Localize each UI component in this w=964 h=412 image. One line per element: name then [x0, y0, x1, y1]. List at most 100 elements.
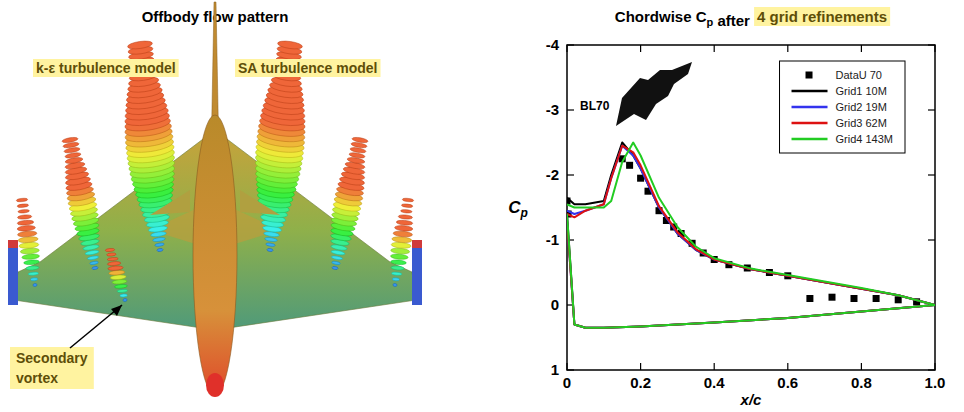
vortex-slice — [17, 225, 36, 232]
title-highlight: 4 grid refinements — [757, 8, 887, 25]
chart-title: Chordwise Cp after 4 grid refinements — [615, 7, 890, 29]
title-word: Chordwise — [615, 8, 692, 25]
vortex-slice — [277, 40, 303, 50]
y-tick-label: -1 — [546, 231, 559, 248]
x-tick — [714, 45, 715, 52]
y-tick-label: 1 — [551, 361, 559, 378]
data-point — [851, 295, 858, 302]
vortex-slice — [393, 283, 397, 286]
axes: 00.20.40.60.81.0-4-3-2-101 — [546, 36, 946, 391]
y-tick — [567, 109, 574, 110]
x-tick — [861, 363, 862, 370]
vortex-slice — [157, 248, 163, 252]
vortex-slice — [153, 237, 166, 242]
x-tick-label: 0 — [563, 374, 571, 391]
plot-frame — [567, 45, 935, 370]
highlight — [235, 59, 381, 77]
x-tick — [787, 363, 788, 370]
fuselage — [193, 115, 237, 395]
legend-box — [780, 61, 905, 153]
data-point — [829, 294, 836, 301]
x-tick — [640, 45, 641, 52]
legend-label: Grid4 143M — [836, 133, 893, 145]
vortex-plume — [105, 248, 127, 302]
title-word: C — [696, 8, 707, 25]
x-tick — [787, 45, 788, 52]
vortex-slice — [109, 270, 125, 276]
legend-label: Grid2 19M — [836, 101, 887, 113]
vortex-plume — [330, 136, 368, 270]
vortex-slice — [17, 204, 28, 208]
vortex-slice — [114, 284, 127, 289]
vortex-slice — [400, 209, 412, 213]
x-tick — [640, 363, 641, 370]
vortex-slice — [17, 220, 34, 226]
subscript: p — [519, 206, 527, 220]
vortex-slice — [391, 266, 404, 271]
legend-label: DataU 70 — [836, 69, 882, 81]
highlight-label: SA turbulence model — [235, 59, 381, 77]
vortex-slice — [87, 255, 99, 260]
x-tick-label: 1.0 — [925, 374, 946, 391]
vortex-slice — [331, 255, 343, 260]
vortex-slice — [30, 277, 37, 281]
vortex-slice — [107, 253, 117, 257]
vortex-slice — [18, 209, 30, 213]
vortex-plume — [390, 198, 413, 287]
legend-swatch — [792, 138, 828, 141]
vortex-slice — [391, 247, 410, 254]
canard — [150, 190, 190, 215]
series-line — [567, 146, 935, 328]
vortex-slice — [28, 272, 39, 276]
figure: Offbody flow patternk-ε turbulence model… — [0, 0, 964, 412]
legend: DataU 70Grid1 10MGrid2 19MGrid3 62MGrid4… — [780, 61, 905, 153]
label: SA turbulence model — [238, 60, 378, 76]
vortex-slice — [391, 259, 407, 265]
chart: Chordwise Cp after4 grid refinements00.2… — [508, 7, 945, 408]
vortex-slice — [391, 272, 402, 276]
vortex-slice — [90, 261, 99, 265]
vortex-slice — [127, 40, 153, 50]
vortex-slice — [16, 198, 27, 202]
vortex-slice — [17, 214, 31, 219]
title-text: Chordwise Cp after — [615, 8, 750, 29]
vortex-slice — [17, 230, 37, 237]
series-line — [567, 143, 935, 328]
callout-line: Secondary — [16, 350, 88, 366]
vortex-slice — [393, 230, 413, 237]
y-axis-title: Cp — [508, 198, 528, 220]
vortex-slice — [105, 248, 115, 252]
data-point — [806, 295, 813, 302]
x-tick-label: 0.6 — [777, 374, 798, 391]
data-point — [873, 295, 880, 302]
data-point — [626, 162, 633, 169]
y-tick — [928, 109, 935, 110]
title-word: after — [717, 12, 750, 29]
aircraft-icon — [616, 62, 692, 126]
tip-pod — [8, 245, 18, 305]
vortex-slice — [155, 243, 165, 247]
vortex-slice — [266, 243, 276, 247]
y-tick-label: 0 — [551, 296, 559, 313]
vortex-plume — [62, 136, 100, 270]
x-tick — [714, 363, 715, 370]
callout-line: vortex — [16, 370, 58, 386]
vortex-slice — [107, 257, 118, 261]
vortex-slice — [123, 298, 127, 301]
legend-swatch — [792, 106, 828, 109]
series-line — [567, 146, 935, 328]
vortex-slice — [24, 259, 40, 265]
legend-swatch — [792, 122, 828, 125]
y-title-main: C — [508, 198, 521, 217]
vortex-slice — [62, 136, 79, 143]
vortex-slice — [352, 136, 369, 143]
vortex-slice — [110, 274, 126, 280]
vortex-slice — [112, 279, 127, 284]
vortex-slice — [332, 266, 338, 270]
legend-label: Grid1 10M — [836, 85, 887, 97]
vortex-slice — [396, 220, 413, 226]
canard — [240, 190, 280, 215]
y-tick-label: -3 — [546, 101, 559, 118]
vortex-slice — [18, 236, 38, 243]
annotation: BL70 — [580, 62, 692, 126]
